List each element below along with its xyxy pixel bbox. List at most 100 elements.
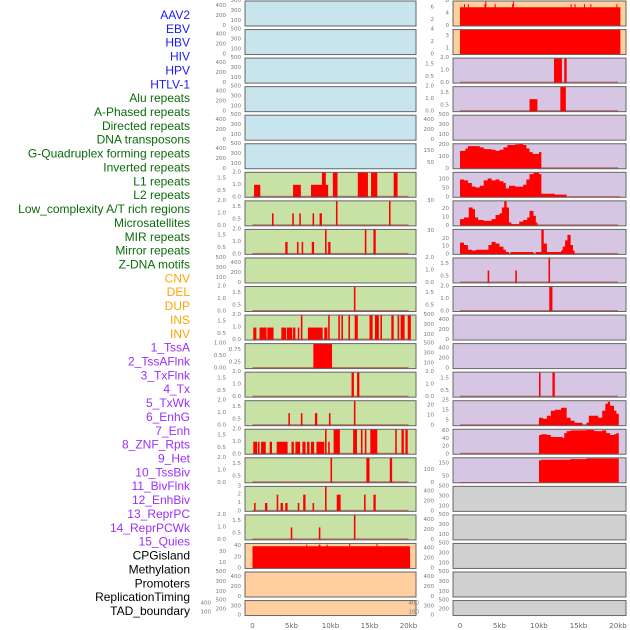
y-tick-label: 1.5 (232, 461, 241, 467)
data-bar (328, 315, 330, 341)
data-bar (280, 503, 283, 512)
data-bar (353, 429, 358, 455)
track-label: 11_BivFlnk (132, 479, 191, 493)
track-label: MIR repeats (125, 230, 190, 244)
panel-background (453, 86, 626, 112)
y-tick-label: 0 (238, 613, 242, 619)
data-bar (373, 494, 376, 512)
y-tick-label: 500 (439, 540, 450, 546)
track-label: 2_TssAFlnk (128, 355, 191, 369)
y-tick-label: 0.0 (425, 394, 434, 400)
data-bar (366, 457, 370, 483)
data-bar (360, 429, 363, 455)
track-panel: 500 400 300 200 100 0 (409, 598, 627, 619)
data-bar (291, 441, 294, 455)
panel-border (452, 0, 627, 27)
y-tick-label: 0.5 (425, 302, 434, 308)
track-panel: 2.0 1.5 1.0 0.5 0.0 (425, 84, 627, 115)
data-bar (297, 327, 300, 341)
track-label: 3_TxFlnk (141, 368, 191, 382)
y-tick-label: 1.0 (232, 325, 241, 331)
panel-background (245, 115, 416, 141)
track-label: Directed repeats (102, 119, 190, 133)
y-tick-label: 500 (439, 512, 450, 518)
y-tick-label: 300 (231, 8, 242, 14)
data-bar (529, 99, 538, 112)
track-panel: 2.0 1.5 1.0 0.5 0.0 (217, 169, 417, 200)
data-bar (276, 441, 288, 455)
y-tick-label: 20 (442, 236, 449, 242)
y-tick-label: 1.5 (232, 290, 241, 296)
y-tick-label: 300 (231, 604, 242, 610)
track-label: ReplicationTiming (95, 590, 190, 604)
track-panel: 8 6 4 2 0 (431, 0, 627, 29)
panel-background (453, 115, 626, 141)
data-profile (460, 143, 542, 169)
panel-border (244, 257, 417, 284)
data-bar (353, 286, 356, 312)
data-bar (318, 527, 321, 540)
y-tick-label: 100 (201, 610, 212, 616)
y-tick-label: 20 (234, 554, 241, 560)
y-tick-label: 0 (238, 565, 242, 571)
y-tick-label: 300 (231, 37, 242, 43)
y-tick-label: 200 (424, 498, 435, 504)
data-bar (338, 315, 340, 341)
panel-background (453, 514, 626, 540)
y-tick-label: 300 (231, 65, 242, 71)
track-panel: 2.0 1.5 1.0 0.5 0.0 (217, 226, 417, 257)
y-tick-label: 500 (231, 27, 242, 33)
data-bar (296, 241, 299, 255)
panel-border (452, 371, 627, 398)
y-tick-label: 0 (223, 80, 227, 86)
data-bar (259, 327, 267, 341)
data-bar (467, 4, 469, 26)
data-profile (460, 229, 575, 255)
y-tick-label: 100 (231, 132, 242, 138)
panel-background (245, 600, 416, 616)
data-bar (301, 241, 304, 255)
data-bar (407, 315, 411, 341)
data-bar (560, 86, 566, 112)
y-tick-label: 400 (216, 32, 227, 38)
track-label: 5_TxWk (146, 396, 191, 410)
panel-background (245, 86, 416, 112)
y-tick-label: 400 (216, 60, 227, 66)
y-tick-label: 25 (442, 398, 449, 404)
track-panel: 500 400 300 200 100 0 (216, 112, 417, 143)
y-tick-label: 200 (216, 70, 227, 76)
y-tick-label: 200 (439, 142, 450, 148)
y-tick-label: 200 (216, 127, 227, 133)
track-panel: 2.0 1.5 1.0 0.5 0.0 (217, 312, 417, 343)
y-tick-label: 1.0 (425, 267, 434, 273)
data-bar (312, 503, 315, 512)
y-tick-label: 2 (431, 39, 435, 45)
y-tick-label: 0.0 (217, 223, 226, 229)
baseline (252, 395, 409, 398)
y-tick-label: 400 (439, 346, 450, 352)
panel-border (452, 29, 627, 56)
data-profile (460, 172, 621, 198)
data-bar (311, 241, 315, 255)
y-tick-label: 0.0 (232, 394, 241, 400)
y-tick-label: 500 (231, 55, 242, 61)
panel-border (452, 200, 627, 227)
data-profile (539, 430, 619, 455)
track-label: DNA transposons (97, 133, 190, 147)
y-tick-label: 0 (446, 366, 450, 372)
data-bar (314, 413, 318, 426)
panel-border (452, 600, 627, 617)
y-tick-label: 0 (446, 223, 450, 229)
panel-background (453, 257, 626, 283)
panel-background (245, 486, 416, 512)
y-tick-label: 100 (439, 176, 450, 182)
y-tick-label: 500 (231, 141, 242, 147)
track-label: Alu repeats (129, 91, 190, 105)
y-tick-label: 0 (431, 594, 435, 600)
panel-background (245, 29, 416, 55)
baseline (460, 110, 618, 112)
y-tick-label: 0.5 (232, 302, 241, 308)
data-bar (325, 229, 327, 255)
y-tick-label: 0 (431, 565, 435, 571)
